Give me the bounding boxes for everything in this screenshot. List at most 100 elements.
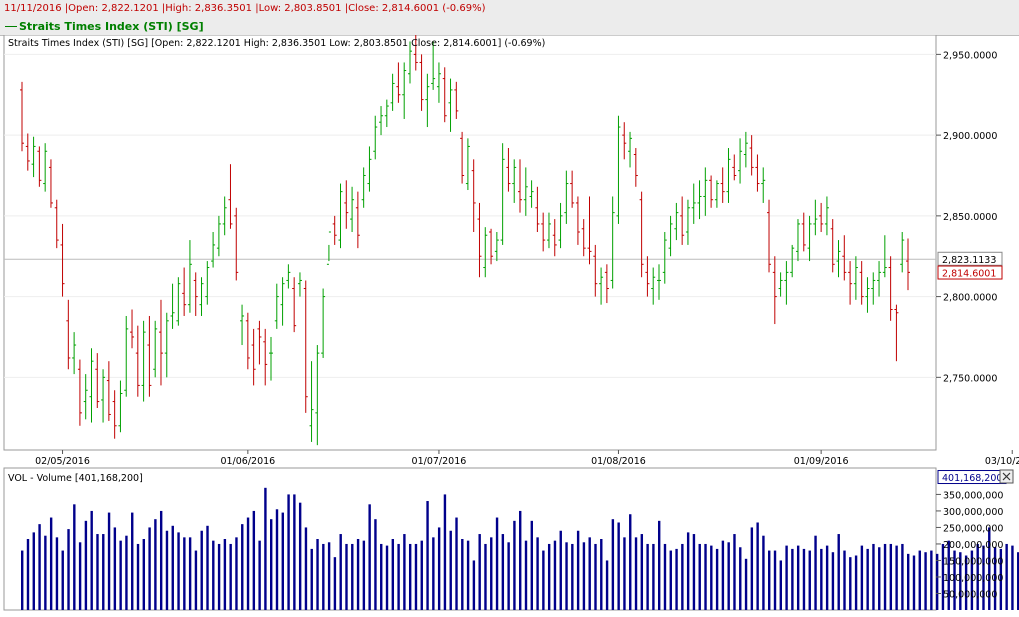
volume-bar xyxy=(600,539,603,610)
volume-tick-label: 150,000,000 xyxy=(943,556,1003,567)
stock-chart[interactable]: 2,750.0000 2,800.0000 2,850.0000 2,900.0000… xyxy=(0,35,1019,617)
ohlc-bar xyxy=(888,256,893,321)
volume-bar xyxy=(478,534,481,610)
volume-bar xyxy=(727,542,730,610)
ohlc-bar xyxy=(819,202,824,233)
volume-bar xyxy=(73,504,76,610)
ohlc-bar xyxy=(72,332,77,375)
price-tick-label: 2,750.0000 xyxy=(943,373,997,384)
volume-tick-label: 50,000,000 xyxy=(943,589,997,600)
volume-bar xyxy=(414,543,418,610)
ohlc-bar xyxy=(263,328,268,386)
volume-bar xyxy=(657,520,661,610)
volume-bar xyxy=(935,553,939,610)
ohlc-bar xyxy=(726,148,731,203)
price-panel-title: Straits Times Index (STI) [SG] [Open: 2,… xyxy=(8,38,545,49)
volume-bar xyxy=(165,530,169,610)
volume-bar xyxy=(611,519,615,610)
volume-bar xyxy=(640,534,644,610)
ohlc-bar xyxy=(361,167,366,208)
ohlc-bar xyxy=(25,133,30,171)
volume-bar xyxy=(762,535,765,610)
ohlc-bar xyxy=(720,167,725,203)
ohlc-bar xyxy=(691,183,696,224)
ohlc-bar xyxy=(795,219,800,262)
volume-bar xyxy=(964,555,968,610)
volume-bar xyxy=(32,532,35,610)
ohlc-bar xyxy=(483,227,488,278)
price-tick-label: 2,850.0000 xyxy=(943,212,997,223)
price-panel xyxy=(3,35,937,451)
ohlc-bar xyxy=(407,41,412,84)
ohlc-bar xyxy=(95,353,100,409)
volume-bar xyxy=(802,548,806,610)
volume-bar xyxy=(472,560,476,610)
volume-bar xyxy=(773,550,777,610)
ohlc-bar xyxy=(535,186,540,233)
last-volume-label: 401,168,200 xyxy=(942,473,1002,484)
ohlc-bar xyxy=(523,167,528,216)
volume-bar xyxy=(733,534,736,610)
volume-bar xyxy=(258,540,261,610)
volume-bar xyxy=(455,517,458,610)
volume-bar xyxy=(704,543,707,610)
volume-bar xyxy=(825,545,829,610)
ohlc-bar xyxy=(489,228,494,265)
ohlc-bar xyxy=(541,212,546,252)
volume-bar xyxy=(362,540,366,610)
ohlc-bar xyxy=(66,299,71,370)
ohlc-bar xyxy=(558,202,563,249)
close-panel-button[interactable] xyxy=(999,469,1014,484)
ohlc-bar xyxy=(877,261,882,297)
ohlc-bar xyxy=(164,312,169,378)
volume-bar xyxy=(547,543,551,610)
ohlc-bar xyxy=(303,280,308,413)
ohlc-bar xyxy=(419,54,424,111)
volume-tick-label: 100,000,000 xyxy=(943,573,1003,584)
volume-bar xyxy=(44,535,47,610)
volume-bar xyxy=(542,550,545,610)
volume-bar xyxy=(67,529,70,610)
volume-bar xyxy=(298,502,302,610)
ohlc-bar xyxy=(830,219,835,273)
ohlc-bar xyxy=(900,232,905,273)
volume-bar xyxy=(113,527,117,610)
volume-bar xyxy=(351,543,354,610)
legend-bar: Straits Times Index (STI) [SG] xyxy=(0,18,1019,36)
volume-bar xyxy=(889,543,893,610)
volume-bar xyxy=(125,535,128,610)
ohlc-bar xyxy=(60,223,65,297)
volume-bar xyxy=(744,558,748,610)
volume-bar xyxy=(988,527,991,610)
volume-bar xyxy=(907,553,910,610)
ohlc-bar xyxy=(755,154,760,192)
ohlc-bar xyxy=(512,159,517,203)
volume-bar xyxy=(756,522,759,610)
ohlc-bar xyxy=(245,312,250,370)
volume-bar xyxy=(78,542,82,610)
ohlc-bar xyxy=(465,138,470,191)
ohlc-bar xyxy=(477,202,482,278)
ohlc-bar xyxy=(297,272,302,297)
volume-bar xyxy=(102,534,105,610)
volume-bar xyxy=(698,543,701,610)
volume-bar xyxy=(710,545,713,610)
crosshair-price-label: 2,823.1133 xyxy=(942,255,996,266)
volume-bar xyxy=(634,537,638,610)
volume-bar xyxy=(588,537,591,610)
ohlc-bar xyxy=(529,180,534,208)
volume-bar xyxy=(901,543,904,610)
ohlc-bar xyxy=(599,267,604,305)
ohlc-bar xyxy=(749,135,754,176)
volume-bar xyxy=(530,520,533,610)
ohlc-bar xyxy=(587,196,592,265)
volume-tick-label: 250,000,000 xyxy=(943,523,1003,534)
volume-bar xyxy=(345,543,348,610)
last-price-box xyxy=(937,265,1003,280)
ohlc-bar xyxy=(709,175,714,208)
ohlc-bar xyxy=(77,359,82,426)
volume-bar xyxy=(264,487,267,610)
ohlc-bar xyxy=(871,272,876,305)
ohlc-bar xyxy=(743,131,748,168)
ohlc-bar xyxy=(350,186,355,233)
